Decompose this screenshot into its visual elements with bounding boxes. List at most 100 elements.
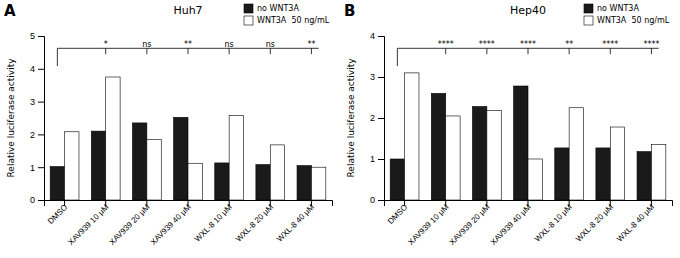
bar-series: [50, 117, 311, 200]
x-tick: WXL-8 10 μM: [533, 200, 574, 244]
significance-label: *: [104, 40, 108, 49]
y-tick: 3: [370, 72, 384, 82]
x-tick-label: WXL-8 20 μM: [574, 202, 615, 243]
legend-swatch: [244, 4, 253, 13]
y-tick: 4: [370, 31, 384, 41]
panel: A012345DMSOXAV939 10 μMXAV939 20 μMXAV93…: [4, 2, 333, 247]
legend-label: no WNT3A: [597, 4, 639, 13]
significance-label: **: [565, 40, 573, 49]
bar-series: [390, 86, 651, 200]
y-axis-line: [38, 37, 45, 201]
bar: [65, 132, 79, 200]
bracket-drop: [610, 48, 611, 54]
significance-label: **: [184, 40, 192, 49]
bar: [174, 117, 188, 200]
panel-label: B: [344, 2, 355, 20]
bracket-drop: [229, 48, 230, 54]
x-tick: DMSO: [386, 200, 409, 226]
plot: 012345DMSOXAV939 10 μMXAV939 20 μMXAV939…: [6, 31, 333, 246]
x-tick: XAV939 40 μM: [489, 200, 533, 247]
bar: [256, 165, 270, 200]
bar-series: [65, 77, 326, 200]
x-tick: WXL-8 40 μM: [275, 200, 316, 244]
bracket-drop: [188, 48, 189, 54]
x-axis: DMSOXAV939 10 μMXAV939 20 μMXAV939 40 μM…: [45, 200, 333, 247]
y-tick: 1: [30, 163, 44, 173]
bar-series: [405, 73, 666, 200]
bar: [188, 163, 202, 200]
x-tick-label: XAV939 10 μM: [66, 202, 110, 246]
bar: [569, 108, 583, 200]
bracket-drop: [651, 48, 652, 54]
panel-label: A: [4, 2, 16, 20]
y-tick-mark: [378, 77, 384, 78]
y-tick-mark: [38, 69, 44, 70]
y-tick: 0: [370, 195, 384, 205]
y-tick-label: 3: [370, 72, 375, 82]
x-tick-label: DMSO: [46, 203, 69, 226]
legend-item: no WNT3A: [584, 4, 639, 13]
x-tick: XAV939 20 μM: [448, 200, 492, 247]
significance-label: ns: [266, 40, 275, 49]
y-tick: 2: [370, 113, 384, 123]
bracket-drop: [311, 48, 312, 54]
bar: [651, 145, 665, 200]
bar: [106, 77, 120, 200]
y-tick-mark: [378, 159, 384, 160]
significance-bracket: [397, 48, 658, 66]
x-tick: WXL-8 20 μM: [234, 200, 275, 244]
legend-swatch: [584, 16, 593, 25]
bracket-drop: [146, 48, 147, 54]
bar: [446, 116, 460, 200]
bar: [215, 163, 229, 200]
figure: A012345DMSOXAV939 10 μMXAV939 20 μMXAV93…: [0, 0, 680, 258]
y-axis-title: Relative luciferase activity: [6, 58, 16, 178]
x-tick-label: WXL-8 10 μM: [193, 202, 234, 243]
y-tick: 0: [30, 195, 44, 205]
legend-swatch: [584, 4, 593, 13]
significance-label: ****: [602, 40, 618, 49]
y-tick-mark: [378, 118, 384, 119]
y-tick: 2: [30, 130, 44, 140]
bar: [637, 152, 651, 200]
bracket-drop: [57, 48, 58, 66]
y-tick-label: 5: [30, 31, 35, 41]
bar: [431, 93, 445, 200]
plot: 0 1 2 3 4 DMSOXAV939 10 μMXAV939 20 μMXAV939 …: [346, 31, 673, 246]
bar: [472, 107, 486, 200]
y-axis-line: [378, 37, 385, 201]
y-axis-title: Relative luciferase activity: [346, 58, 356, 178]
y-tick: 3: [30, 97, 44, 107]
y-axis: 012345: [30, 31, 45, 205]
y-tick-label: 3: [30, 97, 35, 107]
bracket-drop: [569, 48, 570, 54]
significance-bracket: [57, 48, 318, 66]
x-tick-label: WXL-8 20 μM: [234, 202, 275, 243]
legend-swatch: [244, 16, 253, 25]
bar: [311, 167, 325, 200]
bar: [50, 167, 64, 200]
legend-label: no WNT3A: [257, 4, 299, 13]
bar: [229, 115, 243, 200]
bar: [514, 86, 528, 200]
legend: no WNT3A WNT3A 50 ng/mL: [584, 4, 670, 25]
y-tick-mark: [38, 200, 44, 201]
x-tick-label: WXL-8 40 μM: [615, 202, 656, 243]
x-tick-label: XAV939 40 μM: [149, 202, 193, 246]
x-tick: WXL-8 10 μM: [193, 200, 234, 244]
legend-label: WNT3A 50 ng/mL: [597, 16, 670, 25]
bar: [528, 159, 542, 200]
legend-item: WNT3A 50 ng/mL: [244, 16, 330, 25]
bracket-drop: [486, 48, 487, 54]
y-tick-label: 2: [30, 130, 35, 140]
significance-label: ns: [142, 40, 151, 49]
x-tick: WXL-8 40 μM: [615, 200, 656, 244]
bar: [132, 123, 146, 200]
y-tick: 1: [370, 154, 384, 164]
bracket-drop: [105, 48, 106, 54]
x-axis: DMSOXAV939 10 μMXAV939 20 μMXAV939 40 μM…: [385, 200, 673, 247]
x-tick: XAV939 20 μM: [108, 200, 152, 247]
x-tick-label: XAV939 20 μM: [448, 202, 492, 246]
x-tick-label: WXL-8 10 μM: [533, 202, 574, 243]
significance-label: ****: [479, 40, 495, 49]
